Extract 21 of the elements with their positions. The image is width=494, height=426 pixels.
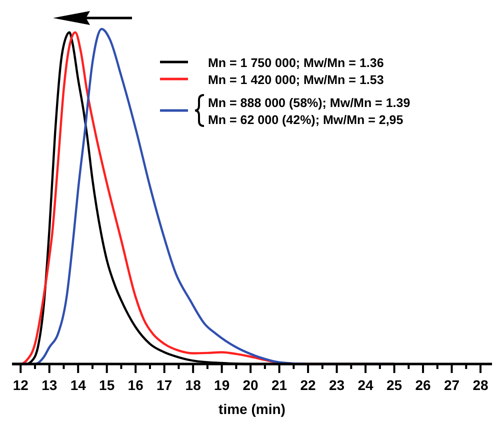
x-tick-label: 22 [300, 377, 316, 393]
x-tick-label: 16 [128, 377, 144, 393]
legend-label: Mn = 1 420 000; Mw/Mn = 1.53 [208, 73, 384, 87]
x-tick-label: 14 [70, 377, 86, 393]
x-tick-label: 17 [156, 377, 172, 393]
x-tick-label: 27 [444, 377, 460, 393]
x-tick-label: 15 [99, 377, 115, 393]
x-tick-label: 12 [12, 377, 29, 393]
x-tick-label: 26 [415, 377, 432, 393]
legend-label: Mn = 888 000 (58%); Mw/Mn = 1.39 Mn = 62 000 (42%); Mw/Mn = 2,95 [208, 96, 410, 127]
legend-label: Mn = 1 750 000; Mw/Mn = 1.36 [208, 56, 384, 70]
x-tick-label: 20 [242, 377, 259, 393]
x-tick-label: 21 [272, 377, 288, 393]
x-axis-title: time (min) [218, 401, 286, 417]
x-tick-label: 24 [358, 377, 374, 393]
x-tick-label: 25 [386, 377, 402, 393]
x-tick-label: 28 [472, 377, 488, 393]
x-tick-label: 19 [214, 377, 230, 393]
x-tick-label: 23 [329, 377, 345, 393]
x-tick-label: 13 [42, 377, 58, 393]
x-tick-label: 18 [185, 377, 202, 393]
